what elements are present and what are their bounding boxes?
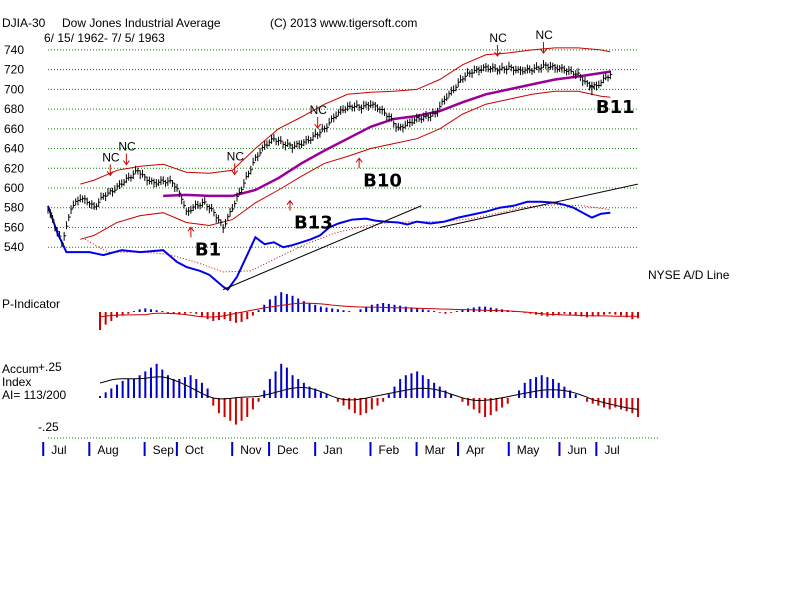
nc-arrow-head xyxy=(122,160,130,166)
ai-label: AI= 113/200 xyxy=(2,388,66,402)
header-title: Dow Jones Industrial Average xyxy=(62,16,221,30)
signal-label: B13 xyxy=(294,213,333,234)
upper-band-line xyxy=(80,47,611,185)
nc-annotation: NC xyxy=(536,28,554,42)
month-label: Feb xyxy=(378,443,399,457)
accum-index-ma-line xyxy=(99,376,639,410)
signal-arrow-head xyxy=(355,157,363,163)
month-label: Apr xyxy=(466,443,485,457)
nc-arrow-head xyxy=(314,123,322,129)
y-tick-label: 640 xyxy=(4,142,24,156)
month-label: Aug xyxy=(97,443,118,457)
price-series xyxy=(47,60,613,248)
accum-label: Accum xyxy=(2,362,39,376)
moving-average-line xyxy=(163,70,611,198)
header-symbol: DJIA-30 xyxy=(2,16,46,30)
month-label: Mar xyxy=(425,443,446,457)
bollinger-bands xyxy=(80,47,611,240)
p-indicator-label: P-Indicator xyxy=(2,297,60,311)
trendline xyxy=(439,183,639,228)
signal-label: B1 xyxy=(195,239,221,260)
accum-bottom-tick: -.25 xyxy=(38,420,59,434)
y-tick-label: 720 xyxy=(4,63,24,77)
nc-annotation: NC xyxy=(489,31,507,45)
nc-annotation: NC xyxy=(227,149,245,163)
nc-arrow-head xyxy=(106,171,114,177)
signal-arrow-head xyxy=(286,199,294,205)
signal-label: B10 xyxy=(363,170,402,191)
y-tick-label: 660 xyxy=(4,122,24,136)
nc-annotation: NC xyxy=(118,140,136,154)
y-tick-label: 560 xyxy=(4,220,24,234)
signal-arrow-head xyxy=(588,84,596,90)
month-label: Dec xyxy=(277,443,298,457)
y-tick-label: 680 xyxy=(4,102,24,116)
ad-line xyxy=(47,200,611,291)
signal-arrow-head xyxy=(187,226,195,232)
signal-label: B11 xyxy=(596,97,635,118)
header-copyright: (C) 2013 www.tigersoft.com xyxy=(270,16,417,30)
nc-arrow-head xyxy=(540,48,547,54)
month-label: Oct xyxy=(185,443,204,457)
y-tick-label: 580 xyxy=(4,201,24,215)
month-label: Jan xyxy=(323,443,342,457)
nc-arrow-head xyxy=(494,51,501,57)
y-tick-label: 600 xyxy=(4,181,24,195)
month-label: Jun xyxy=(567,443,586,457)
ad-line-label: NYSE A/D Line xyxy=(648,268,730,282)
p-indicator-ma-line xyxy=(99,302,639,318)
lower-band-line xyxy=(80,90,611,240)
ad-line-group xyxy=(47,183,639,291)
ad-dotted-ma xyxy=(84,204,611,273)
accum-index-panel xyxy=(99,363,639,425)
index-label: Index xyxy=(2,375,31,389)
month-label: Jul xyxy=(604,443,619,457)
p-indicator-panel xyxy=(99,292,639,330)
nc-annotation: NC xyxy=(102,150,120,164)
y-axis-labels: 540 560 580 600 620 640 660 680 700 720 740 xyxy=(4,43,24,254)
month-label: May xyxy=(517,443,540,457)
nc-arrow-head xyxy=(231,170,239,176)
y-tick-label: 620 xyxy=(4,161,24,175)
y-tick-label: 540 xyxy=(4,240,24,254)
x-axis: Jul Aug Sep Oct Nov Dec Jan Feb Mar Apr May Jun Jul xyxy=(42,437,660,457)
month-label: Sep xyxy=(153,443,175,457)
y-tick-label: 740 xyxy=(4,43,24,57)
month-label: Jul xyxy=(51,443,66,457)
nc-annotation: NC xyxy=(310,103,328,117)
month-label: Nov xyxy=(240,443,261,457)
header-date-range: 6/ 15/ 1962- 7/ 5/ 1963 xyxy=(44,31,165,45)
accum-top-tick: +.25 xyxy=(38,360,62,374)
y-tick-label: 700 xyxy=(4,82,24,96)
trendline xyxy=(222,205,422,291)
